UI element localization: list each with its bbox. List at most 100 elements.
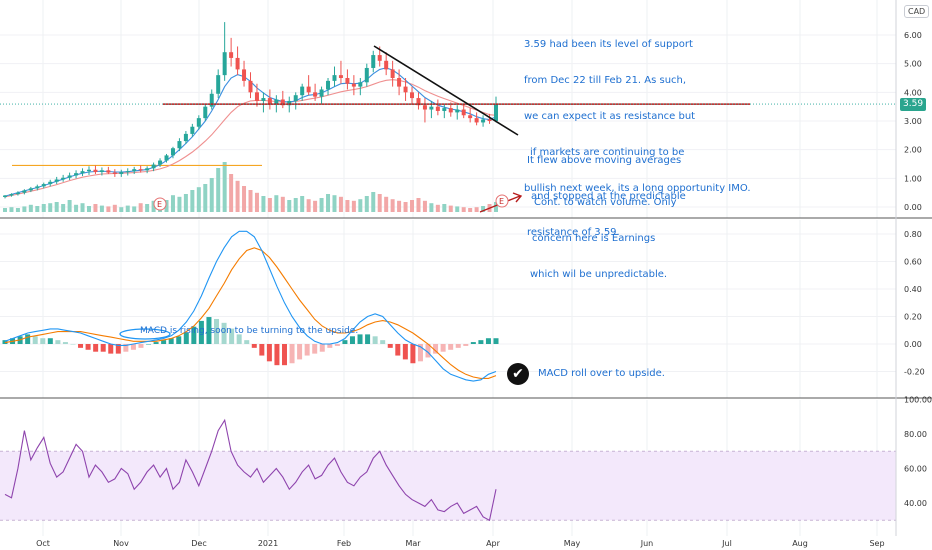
price-tick-label: 6.00 bbox=[904, 31, 922, 40]
volume-bar bbox=[190, 190, 195, 212]
volume-bar bbox=[164, 200, 169, 212]
candle-body bbox=[345, 78, 350, 84]
volume-bar bbox=[54, 202, 59, 212]
annotation-line: bullish next week, its a long opportunit… bbox=[524, 183, 751, 194]
annotation-line: 3.59 had been its level of support bbox=[524, 39, 693, 50]
candle-body bbox=[377, 55, 382, 61]
macd-histogram-bar bbox=[380, 340, 386, 344]
volume-bar bbox=[442, 204, 447, 212]
volume-bar bbox=[280, 196, 285, 212]
macd-histogram-bar bbox=[425, 344, 431, 358]
macd-tick-label: 0.00 bbox=[904, 340, 922, 349]
macd-histogram-bar bbox=[478, 340, 484, 344]
candle-body bbox=[461, 109, 466, 116]
volume-bar bbox=[319, 198, 324, 212]
annotation-resistance: 3.59 had been its level of support from … bbox=[524, 15, 751, 207]
candle-body bbox=[183, 133, 188, 142]
candle-body bbox=[248, 80, 253, 93]
macd-histogram-bar bbox=[342, 340, 348, 344]
candle-body bbox=[481, 119, 486, 123]
candle-body bbox=[313, 92, 318, 97]
macd-histogram-bar bbox=[334, 344, 340, 346]
candle-body bbox=[196, 118, 201, 127]
volume-bar bbox=[274, 195, 279, 212]
volume-bar bbox=[461, 207, 466, 212]
macd-histogram-bar bbox=[259, 344, 265, 356]
macd-histogram-bar bbox=[312, 344, 318, 354]
earnings-marker-icon bbox=[495, 194, 509, 208]
candle-body bbox=[397, 78, 402, 87]
volume-bar bbox=[28, 204, 33, 212]
macd-tick-label: 0.20 bbox=[904, 313, 922, 322]
volume-bar bbox=[345, 200, 350, 212]
macd-histogram-bar bbox=[130, 344, 136, 350]
candle-body bbox=[358, 82, 363, 87]
volume-bar bbox=[397, 200, 402, 212]
candle-body bbox=[119, 172, 124, 175]
volume-bar bbox=[403, 202, 408, 212]
candle-body bbox=[448, 108, 453, 113]
macd-histogram-bar bbox=[327, 344, 333, 348]
candle-body bbox=[164, 155, 169, 161]
volume-bar bbox=[306, 199, 311, 212]
price-tick-label: 5.00 bbox=[904, 60, 922, 69]
candle-body bbox=[132, 169, 137, 172]
macd-histogram-bar bbox=[365, 334, 371, 344]
candle-body bbox=[403, 86, 408, 93]
volume-bar bbox=[313, 200, 318, 212]
macd-histogram-bar bbox=[304, 344, 310, 356]
currency-badge[interactable]: CAD bbox=[904, 5, 930, 18]
volume-bar bbox=[293, 198, 298, 212]
candle-body bbox=[274, 99, 279, 104]
macd-histogram-bar bbox=[161, 340, 167, 344]
annotation-line: which wil be unpredictable. bbox=[530, 269, 668, 280]
macd-histogram-bar bbox=[108, 344, 114, 354]
volume-bar bbox=[151, 200, 156, 212]
macd-histogram-bar bbox=[78, 344, 84, 348]
volume-bar bbox=[468, 208, 473, 212]
downtrend-line bbox=[373, 45, 519, 136]
volume-bar bbox=[61, 204, 66, 212]
macd-histogram-bar bbox=[100, 344, 106, 352]
volume-bar bbox=[67, 200, 72, 212]
candle-body bbox=[364, 67, 369, 83]
candle-body bbox=[93, 169, 98, 173]
candle-body bbox=[145, 168, 150, 171]
annotation-macd-rising: MACD is rising, soon to be turning to th… bbox=[140, 326, 359, 336]
volume-bar bbox=[455, 206, 460, 212]
candle-body bbox=[351, 83, 356, 87]
annotation-line: and stopped at the predictable bbox=[531, 191, 686, 202]
volume-bar bbox=[86, 206, 91, 212]
volume-bar bbox=[99, 205, 104, 212]
macd-histogram-bar bbox=[62, 342, 68, 344]
volume-bar bbox=[358, 199, 363, 212]
rsi-tick-label: 60.00 bbox=[904, 465, 927, 474]
macd-tick-label: -0.20 bbox=[904, 368, 925, 377]
macd-histogram-bar bbox=[244, 340, 250, 344]
volume-bar bbox=[80, 203, 85, 212]
macd-histogram-bar bbox=[70, 344, 76, 345]
macd-histogram-bar bbox=[115, 344, 121, 354]
rsi-panel bbox=[0, 418, 896, 522]
macd-histogram-bar bbox=[357, 334, 363, 344]
volume-bar bbox=[300, 196, 305, 212]
price-tick-label: 4.00 bbox=[904, 88, 922, 97]
rsi-line bbox=[4, 418, 497, 522]
volume-bar bbox=[74, 204, 79, 212]
macd-tick-label: 0.60 bbox=[904, 258, 922, 267]
volume-bar bbox=[416, 198, 421, 212]
candle-body bbox=[61, 177, 66, 180]
x-tick-label: 2021 bbox=[258, 539, 278, 548]
macd-histogram-bar bbox=[25, 334, 31, 344]
volume-bar bbox=[209, 178, 214, 212]
candle-body bbox=[267, 98, 272, 104]
volume-bar bbox=[422, 200, 427, 212]
macd-histogram-bar bbox=[138, 344, 144, 348]
candle-body bbox=[371, 55, 376, 68]
volume-bar bbox=[196, 187, 201, 212]
candle-body bbox=[287, 100, 292, 106]
candle-body bbox=[319, 89, 324, 97]
x-tick-label: Mar bbox=[405, 539, 421, 548]
macd-histogram-bar bbox=[493, 338, 499, 344]
